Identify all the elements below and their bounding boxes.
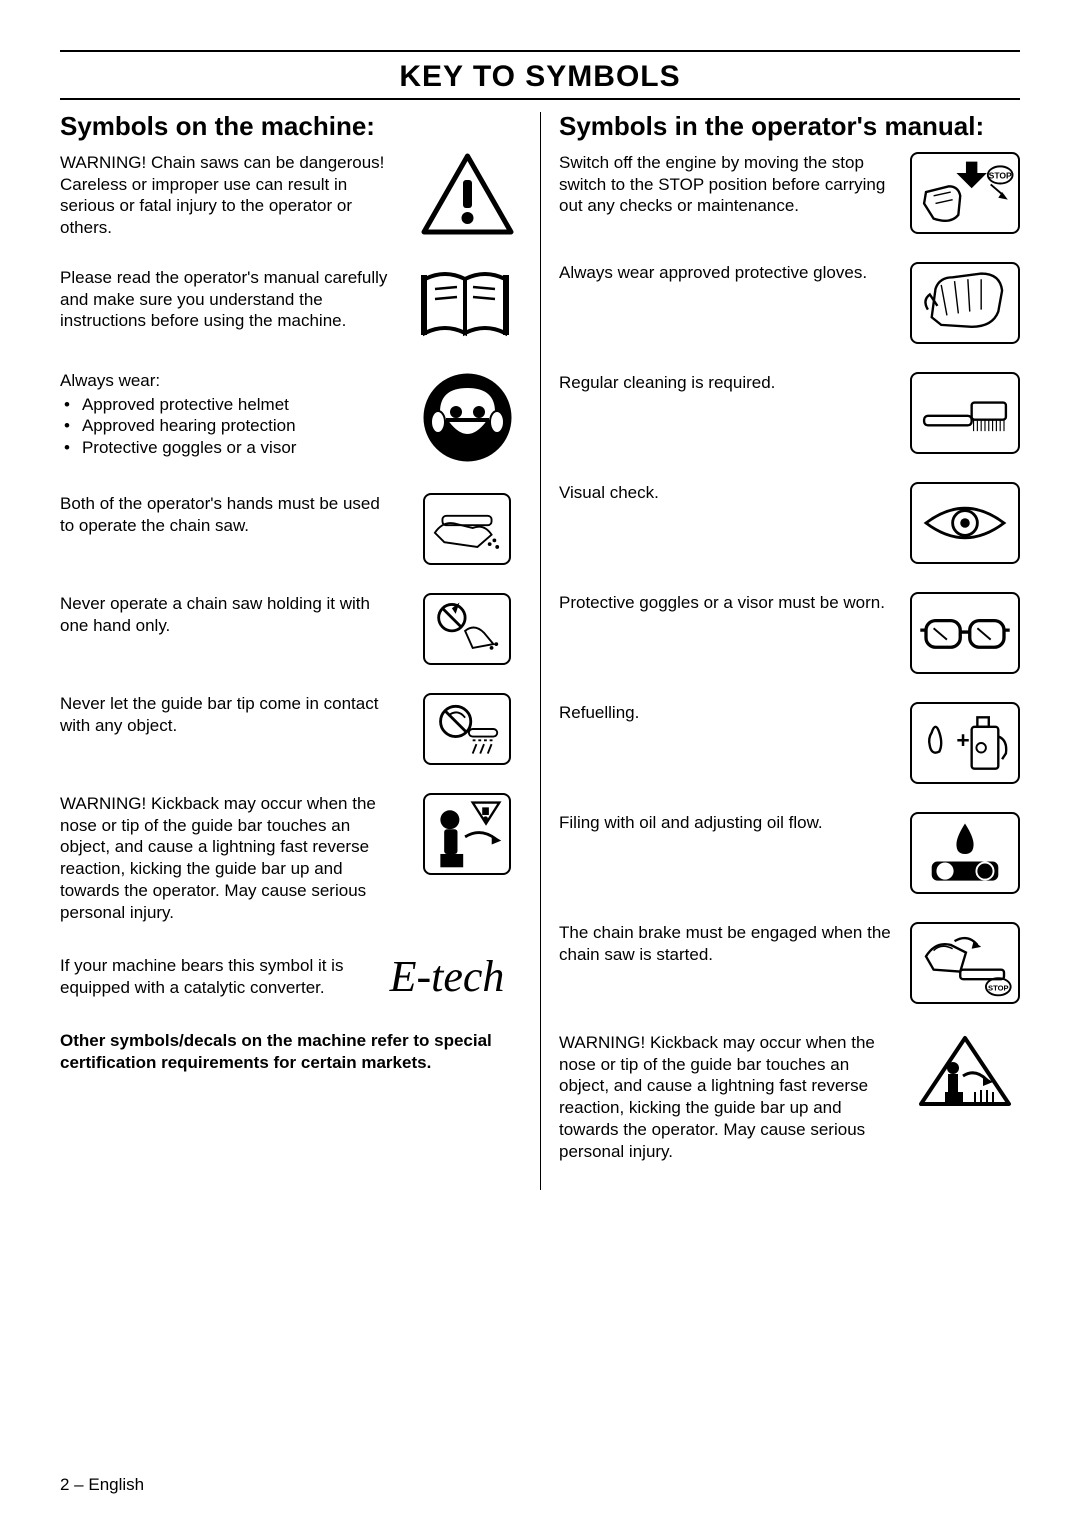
entry-goggles: Protective goggles or a visor must be wo…: [559, 592, 1020, 674]
entry-text: Always wear approved protective gloves.: [559, 262, 896, 284]
right-heading: Symbols in the operator's manual:: [559, 112, 1020, 142]
list-item: Approved protective helmet: [64, 394, 398, 416]
entry-text: Switch off the engine by moving the stop…: [559, 152, 896, 217]
left-column: Symbols on the machine: WARNING! Chain s…: [60, 112, 540, 1190]
left-heading: Symbols on the machine:: [60, 112, 522, 142]
entry-text: Always wear: Approved protective helmet …: [60, 370, 398, 459]
two-hands-icon: [412, 493, 522, 565]
etech-label: E-tech: [390, 951, 505, 1002]
entry-fuel: Refuelling. +: [559, 702, 1020, 784]
right-column: Symbols in the operator's manual: Switch…: [540, 112, 1020, 1190]
brush-icon: [910, 372, 1020, 454]
entry-two-hands: Both of the operator's hands must be use…: [60, 493, 522, 565]
svg-text:STOP: STOP: [989, 171, 1012, 181]
manual-book-icon: [412, 267, 522, 342]
helmet-face-icon: [412, 370, 522, 465]
entry-text: WARNING! Kickback may occur when the nos…: [60, 793, 398, 924]
chain-brake-icon: STOP: [910, 922, 1020, 1004]
wear-list: Approved protective helmet Approved hear…: [60, 394, 398, 459]
entry-text: Protective goggles or a visor must be wo…: [559, 592, 896, 614]
entry-text: Refuelling.: [559, 702, 896, 724]
etech-icon: E-tech: [372, 951, 522, 1002]
page-title: KEY TO SYMBOLS: [60, 60, 1020, 94]
entry-visual: Visual check.: [559, 482, 1020, 564]
top-rule: [60, 50, 1020, 52]
entry-gloves: Always wear approved protective gloves.: [559, 262, 1020, 344]
entry-warning: WARNING! Chain saws can be dangerous! Ca…: [60, 152, 522, 239]
entry-text: Both of the operator's hands must be use…: [60, 493, 398, 537]
goggles-icon: [910, 592, 1020, 674]
entry-wear: Always wear: Approved protective helmet …: [60, 370, 522, 465]
entry-text: Filing with oil and adjusting oil flow.: [559, 812, 896, 834]
entry-one-hand: Never operate a chain saw holding it wit…: [60, 593, 522, 665]
one-hand-no-icon: [412, 593, 522, 665]
eye-icon: [910, 482, 1020, 564]
list-item: Protective goggles or a visor: [64, 437, 398, 459]
oil-icon: [910, 812, 1020, 894]
entry-tip-contact: Never let the guide bar tip come in cont…: [60, 693, 522, 765]
entry-oil: Filing with oil and adjusting oil flow.: [559, 812, 1020, 894]
warning-triangle-icon: [412, 152, 522, 237]
entry-manual: Please read the operator's manual carefu…: [60, 267, 522, 342]
kickback-small-icon: [910, 1032, 1020, 1112]
tip-contact-no-icon: [412, 693, 522, 765]
entry-text: WARNING! Chain saws can be dangerous! Ca…: [60, 152, 398, 239]
entry-etech: If your machine bears this symbol it is …: [60, 951, 522, 1002]
entry-text: Visual check.: [559, 482, 896, 504]
gloves-icon: [910, 262, 1020, 344]
svg-text:STOP: STOP: [988, 983, 1009, 992]
entry-stop: Switch off the engine by moving the stop…: [559, 152, 1020, 234]
entry-text: Please read the operator's manual carefu…: [60, 267, 398, 332]
entry-kickback-warn: WARNING! Kickback may occur when the nos…: [60, 793, 522, 924]
page-footer: 2 – English: [60, 1475, 144, 1495]
fuel-icon: +: [910, 702, 1020, 784]
entry-text: The chain brake must be engaged when the…: [559, 922, 896, 966]
entry-chain-brake: The chain brake must be engaged when the…: [559, 922, 1020, 1004]
entry-cleaning: Regular cleaning is required.: [559, 372, 1020, 454]
entry-text: If your machine bears this symbol it is …: [60, 955, 358, 999]
left-note: Other symbols/decals on the machine refe…: [60, 1030, 522, 1074]
title-rule: [60, 98, 1020, 100]
list-item: Approved hearing protection: [64, 415, 398, 437]
entry-text: Never operate a chain saw holding it wit…: [60, 593, 398, 637]
kickback-warn-icon: [412, 793, 522, 875]
entry-text: Regular cleaning is required.: [559, 372, 896, 394]
content-columns: Symbols on the machine: WARNING! Chain s…: [60, 112, 1020, 1190]
wear-intro: Always wear:: [60, 371, 160, 390]
entry-text: Never let the guide bar tip come in cont…: [60, 693, 398, 737]
entry-text: WARNING! Kickback may occur when the nos…: [559, 1032, 896, 1163]
entry-kickback-small: WARNING! Kickback may occur when the nos…: [559, 1032, 1020, 1163]
svg-text:+: +: [956, 727, 969, 753]
stop-switch-icon: STOP: [910, 152, 1020, 234]
